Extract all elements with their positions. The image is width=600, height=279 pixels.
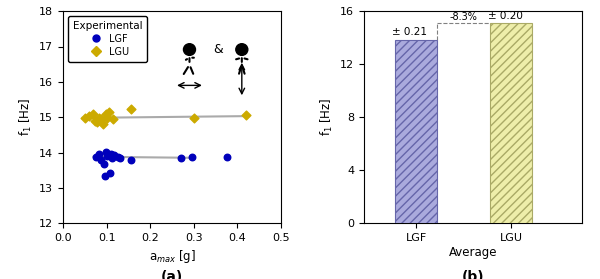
Y-axis label: f$_1$ [Hz]: f$_1$ [Hz] [17,98,34,136]
LGU [126,107,136,111]
LGU [104,110,113,114]
LGF [91,155,101,159]
LGF [103,154,112,158]
LGF [94,151,104,156]
Bar [490,23,532,223]
Text: (a): (a) [161,270,183,279]
LGU [102,116,112,121]
LGU [98,122,108,126]
LGU [80,116,89,121]
X-axis label: Average: Average [449,246,497,259]
LGF [99,162,109,166]
Text: ± 0.21: ± 0.21 [392,27,427,37]
LGF [101,174,110,179]
LGF [107,156,116,160]
Text: &: & [213,43,223,56]
LGU [92,120,102,125]
Text: -8.3%: -8.3% [449,12,478,22]
LGU [109,117,118,122]
Text: (b): (b) [461,270,484,279]
LGU [94,116,104,121]
LGF [101,150,110,154]
LGU [101,111,110,116]
LGF [110,153,119,158]
Circle shape [184,44,196,55]
LGF [126,157,136,162]
LGF [187,155,196,159]
LGU [85,114,94,118]
LGF [222,155,232,159]
LGU [97,117,106,122]
LGF [176,156,185,160]
X-axis label: a$_{max}$ [g]: a$_{max}$ [g] [149,249,196,266]
Y-axis label: f$_1$ [Hz]: f$_1$ [Hz] [319,98,335,136]
Legend: LGF, LGU: LGF, LGU [68,16,147,62]
LGF [115,156,124,160]
Bar [395,40,437,223]
LGF [105,171,115,175]
LGU [241,112,251,117]
LGU [90,119,100,123]
LGF [97,157,106,162]
Circle shape [236,44,248,55]
LGF [113,155,122,159]
LGU [88,111,97,116]
LGU [189,116,199,121]
Text: ± 0.20: ± 0.20 [488,11,523,21]
LGF [106,151,116,156]
